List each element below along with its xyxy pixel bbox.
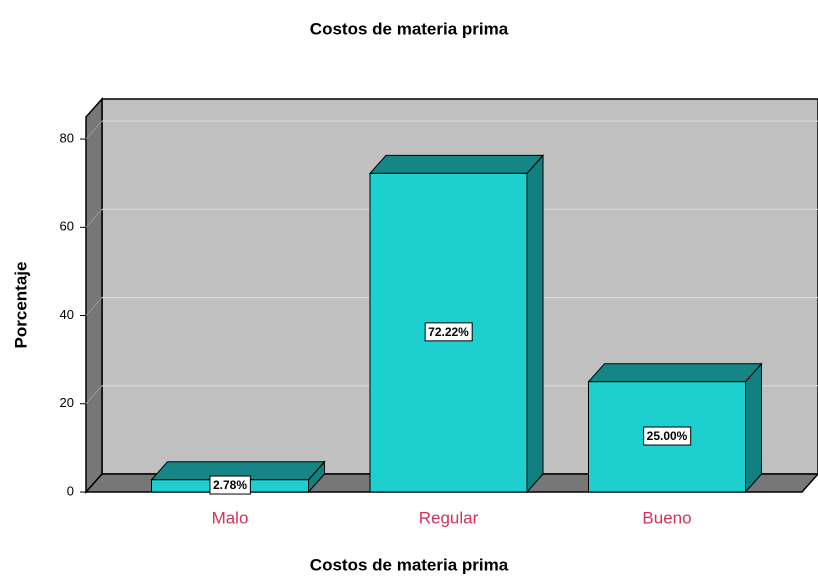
value-label-box — [209, 475, 251, 495]
y-tick-label: 20 — [60, 395, 74, 410]
grid-line — [85, 120, 103, 140]
bar-side — [745, 362, 762, 494]
x-tick-label: Malo — [212, 508, 249, 527]
y-tick-label: 80 — [60, 130, 74, 145]
value-label: 72.22% — [428, 325, 469, 339]
value-label-box — [643, 426, 692, 446]
grid-line — [85, 208, 103, 228]
value-label: 2.78% — [213, 478, 247, 492]
bar-side — [526, 154, 544, 494]
grid-line — [85, 297, 103, 316]
x-axis-label: Costos de materia prima — [310, 555, 509, 574]
y-tick-label: 0 — [67, 483, 74, 498]
chart-title: Costos de materia prima — [310, 19, 509, 38]
y-axis-label: Porcentaje — [11, 262, 30, 349]
y-tick-label: 40 — [60, 307, 74, 322]
y-tick-label: 60 — [60, 219, 74, 234]
bar-top — [368, 154, 545, 174]
x-tick-label: Regular — [419, 508, 479, 527]
x-tick-label: Bueno — [642, 508, 691, 527]
value-label: 25.00% — [647, 429, 688, 443]
bar-top — [587, 363, 763, 383]
grid-line — [85, 385, 103, 405]
value-label-box — [424, 322, 473, 342]
left-wall — [85, 97, 103, 494]
